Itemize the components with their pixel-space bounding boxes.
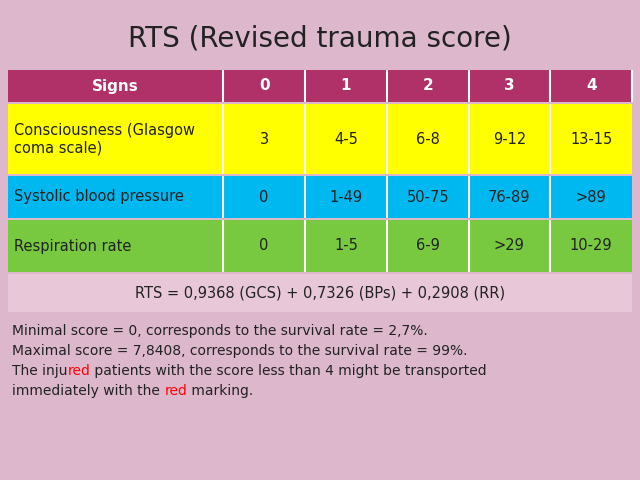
Bar [8, 104, 632, 174]
Text: Signs: Signs [92, 79, 139, 94]
Text: Maximal score = 7,8408, corresponds to the survival rate = 99%.: Maximal score = 7,8408, corresponds to t… [12, 344, 467, 358]
Bar [468, 70, 550, 102]
Text: patients with the score less than 4 might be transported: patients with the score less than 4 migh… [90, 364, 487, 378]
Text: >89: >89 [576, 190, 607, 204]
Text: 1-49: 1-49 [330, 190, 362, 204]
Text: 50-75: 50-75 [406, 190, 449, 204]
Text: RTS (Revised trauma score): RTS (Revised trauma score) [128, 24, 512, 52]
Text: 13-15: 13-15 [570, 132, 612, 146]
Bar [8, 274, 632, 312]
Text: marking.: marking. [187, 384, 253, 398]
Text: 0: 0 [259, 79, 269, 94]
Text: immediately with the: immediately with the [12, 384, 164, 398]
Text: >29: >29 [494, 239, 525, 253]
Text: Respiration rate: Respiration rate [14, 239, 131, 253]
Text: 0: 0 [259, 239, 269, 253]
Text: red: red [164, 384, 187, 398]
Text: 6-8: 6-8 [416, 132, 440, 146]
Text: 4-5: 4-5 [334, 132, 358, 146]
Text: 10-29: 10-29 [570, 239, 612, 253]
Bar [8, 70, 223, 102]
Text: Minimal score = 0, corresponds to the survival rate = 2,7%.: Minimal score = 0, corresponds to the su… [12, 324, 428, 338]
Bar [8, 220, 632, 272]
Text: 4: 4 [586, 79, 596, 94]
Text: 3: 3 [260, 132, 269, 146]
Text: Systolic blood pressure: Systolic blood pressure [14, 190, 184, 204]
Text: 9-12: 9-12 [493, 132, 526, 146]
Bar [305, 70, 387, 102]
Text: red: red [67, 364, 90, 378]
Bar [387, 70, 468, 102]
Bar [223, 70, 305, 102]
Text: 6-9: 6-9 [416, 239, 440, 253]
Text: 1-5: 1-5 [334, 239, 358, 253]
Text: Consciousness (Glasgow
coma scale): Consciousness (Glasgow coma scale) [14, 123, 195, 155]
Text: RTS = 0,9368 (GCS) + 0,7326 (BPs) + 0,2908 (RR): RTS = 0,9368 (GCS) + 0,7326 (BPs) + 0,29… [135, 286, 505, 300]
Text: 1: 1 [340, 79, 351, 94]
Bar [8, 176, 632, 218]
Text: 0: 0 [259, 190, 269, 204]
Text: The inju: The inju [12, 364, 67, 378]
Bar [550, 70, 632, 102]
Text: 76-89: 76-89 [488, 190, 531, 204]
Text: 2: 2 [422, 79, 433, 94]
Text: 3: 3 [504, 79, 515, 94]
